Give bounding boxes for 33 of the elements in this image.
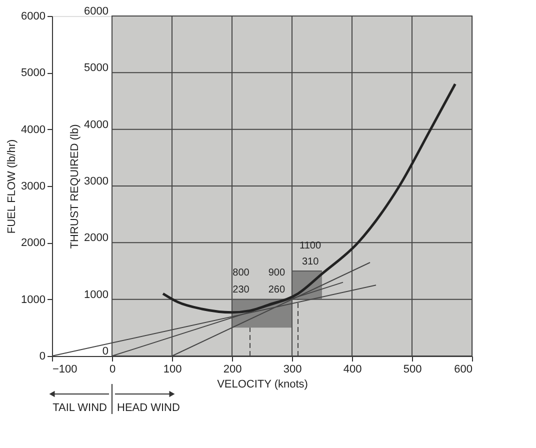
text: TAIL WIND [52, 402, 108, 414]
x-tick-label: 600 [454, 364, 472, 376]
x-tick-label: 0 [109, 364, 116, 376]
y2-tick-label: 2000 [21, 237, 46, 250]
x-axis-title: VELOCITY (knots) [217, 378, 308, 390]
y-tick-label: 3000 [84, 176, 108, 188]
y2-tick-label: 6000 [21, 10, 46, 22]
x-tick-label: 100 [163, 364, 182, 376]
y-tick-label: 6000 [84, 6, 108, 18]
x-tick-label: 200 [223, 364, 242, 376]
y-tick-label: 4000 [84, 118, 108, 131]
annotation: 900 [268, 268, 286, 279]
x-tick-label: 400 [343, 364, 362, 376]
y-tick-label: 1000 [84, 288, 108, 301]
y-tick-label: 0 [102, 346, 108, 358]
annotation: 310 [302, 256, 320, 268]
y2-tick-label: 1000 [21, 294, 46, 306]
annotation: 1100 [300, 240, 322, 252]
x-tick-label: 300 [283, 364, 302, 376]
annotation: 800 [232, 268, 250, 279]
annotation: 260 [268, 284, 286, 296]
x-tick-label: 500 [403, 364, 422, 376]
y-axis-title: THRUST REQUIRED (lb) [69, 124, 82, 249]
y2-tick-label: 3000 [21, 180, 46, 192]
text: HEAD WIND [117, 402, 180, 414]
y-tick-label: 2000 [84, 232, 108, 244]
y2-axis-title: FUEL FLOW (lb/hr) [6, 139, 18, 234]
annotation: 230 [232, 284, 250, 296]
y2-tick-label: 5000 [21, 67, 46, 80]
x-tick-label: −100 [52, 364, 78, 376]
y2-tick-label: 4000 [21, 124, 46, 136]
y-tick-label: 5000 [84, 62, 108, 74]
y2-tick-label: 0 [39, 350, 46, 362]
